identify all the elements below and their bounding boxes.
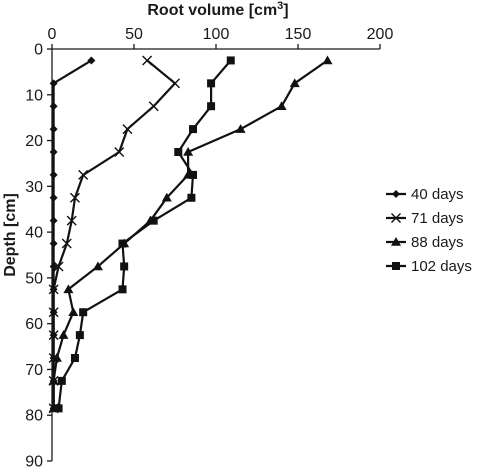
- data-point: [226, 56, 235, 65]
- series-line: [52, 59, 177, 409]
- y-tick-label: 70: [25, 362, 43, 379]
- data-point: [289, 78, 300, 88]
- y-tick-label: 60: [25, 316, 43, 333]
- data-point: [49, 170, 58, 179]
- data-point: [142, 55, 153, 66]
- legend-swatch-marker: [391, 237, 401, 246]
- data-point: [87, 56, 96, 65]
- data-point: [48, 307, 59, 318]
- data-point: [49, 79, 58, 88]
- legend-label: 40 days: [411, 186, 464, 203]
- data-point: [53, 261, 64, 272]
- data-point: [149, 216, 158, 225]
- series-88-days: [48, 55, 333, 413]
- x-tick-label: 50: [125, 26, 143, 43]
- y-tick-label: 10: [25, 87, 43, 104]
- y-tick-label: 50: [25, 270, 43, 287]
- data-point: [54, 404, 63, 413]
- legend-swatch-marker: [392, 190, 400, 198]
- data-point: [48, 330, 59, 341]
- y-tick-label: 0: [34, 42, 43, 59]
- data-point: [57, 376, 66, 385]
- y-tick-label: 30: [25, 179, 43, 196]
- y-axis-title: Depth [cm]: [2, 193, 19, 277]
- x-tick-label: 100: [203, 26, 230, 43]
- data-point: [189, 125, 198, 134]
- data-point: [189, 170, 198, 179]
- x-axis-title-superscript: 3: [277, 0, 283, 12]
- data-point: [58, 330, 69, 339]
- data-point: [183, 147, 194, 156]
- data-point: [49, 193, 58, 202]
- data-point: [148, 101, 159, 112]
- axes-layer: 0 50 100 150 200 0 10 20 30 40 50 60 70 80 90: [25, 26, 393, 467]
- y-tick-label: 90: [25, 454, 43, 467]
- data-point: [322, 55, 333, 65]
- legend-swatch-marker: [391, 213, 401, 223]
- x-tick-label: 0: [48, 26, 57, 43]
- legend-entry: 88 days: [386, 234, 464, 251]
- data-point: [69, 192, 80, 203]
- data-point: [92, 261, 103, 271]
- data-point: [161, 192, 172, 202]
- series-71-days: [48, 55, 180, 414]
- legend-entry: 102 days: [386, 258, 472, 275]
- data-point: [276, 101, 287, 110]
- data-point: [68, 307, 79, 316]
- series-line: [57, 59, 232, 409]
- series-layer: [48, 55, 333, 414]
- data-point: [48, 375, 59, 385]
- data-point: [120, 262, 129, 271]
- data-point: [49, 148, 58, 156]
- y-tick-label: 40: [25, 225, 43, 242]
- data-point: [170, 78, 180, 89]
- data-point: [118, 285, 127, 294]
- y-tick-label: 20: [25, 133, 43, 150]
- series-line: [52, 59, 329, 409]
- legend-swatch-marker: [392, 262, 400, 270]
- data-point: [118, 239, 127, 248]
- data-point: [61, 238, 72, 249]
- data-point: [207, 79, 216, 88]
- data-point: [75, 331, 84, 340]
- data-point: [70, 354, 79, 362]
- x-axis-title: Root volume [cm3]: [147, 0, 288, 19]
- data-point: [49, 239, 58, 248]
- legend-entry: 71 days: [386, 210, 464, 227]
- data-point: [51, 353, 62, 362]
- data-point: [48, 284, 59, 295]
- legend: 40 days 71 days 88 days 102 days: [386, 186, 472, 275]
- data-point: [49, 216, 58, 225]
- x-tick-label: 200: [367, 26, 394, 43]
- legend-entry: 40 days: [386, 186, 464, 203]
- data-point: [187, 193, 196, 202]
- data-point: [78, 169, 89, 180]
- x-tick-label: 150: [285, 26, 312, 43]
- data-point: [235, 124, 246, 133]
- data-point: [174, 148, 183, 156]
- data-point: [63, 284, 74, 294]
- data-point: [49, 125, 58, 134]
- series-102-days: [54, 56, 235, 413]
- x-axis-title-suffix: ]: [283, 2, 288, 19]
- data-point: [79, 308, 88, 317]
- legend-label: 88 days: [411, 234, 464, 251]
- data-point: [207, 102, 216, 111]
- legend-label: 102 days: [411, 258, 472, 275]
- data-point: [114, 147, 125, 157]
- data-point: [66, 215, 77, 226]
- legend-label: 71 days: [411, 210, 464, 227]
- x-axis-title-main: Root volume [cm: [147, 2, 277, 19]
- y-tick-label: 80: [25, 408, 43, 425]
- data-point: [122, 124, 133, 135]
- data-point: [49, 102, 58, 111]
